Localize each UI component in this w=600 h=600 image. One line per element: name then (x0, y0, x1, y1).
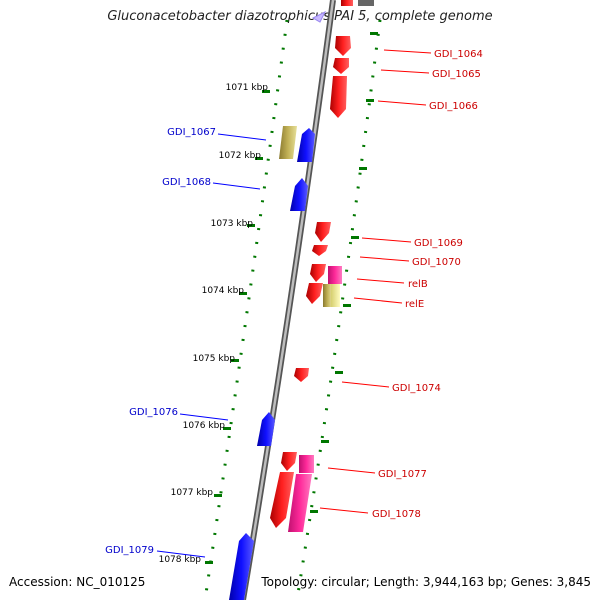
kbp-label: 1075 kbp (193, 354, 236, 364)
gene-label[interactable]: GDI_1064 (434, 49, 483, 60)
gene-box-rele-a[interactable] (323, 284, 332, 307)
outer-major-ticks (310, 32, 378, 513)
leader-lines-right (319, 49, 432, 514)
kbp-label: 1072 kbp (219, 151, 262, 161)
gene-box-gdi1078[interactable] (288, 474, 312, 532)
gene-label[interactable]: GDI_1079 (105, 545, 154, 556)
gene-arrow-rele-neighbor[interactable] (306, 283, 323, 304)
genome-title: Gluconacetobacter diazotrophicus PAI 5, … (107, 9, 493, 24)
gene-label[interactable]: relE (405, 299, 424, 310)
kbp-tick (231, 359, 239, 362)
gene-label[interactable]: GDI_1068 (162, 177, 211, 188)
gene-label[interactable]: GDI_1066 (429, 101, 478, 112)
gene-arrow-gdi1078-a[interactable] (270, 472, 294, 528)
gene-arrow-gdi1079[interactable] (229, 533, 254, 600)
gene-arrow-gdi1070[interactable] (312, 245, 328, 256)
gene-label[interactable]: GDI_1069 (414, 238, 463, 249)
gene-box-rele-b[interactable] (331, 284, 340, 307)
gene-arrow-gdi1069[interactable] (315, 222, 331, 242)
gene-box-relb[interactable] (328, 266, 342, 284)
kbp-tick (255, 157, 263, 160)
kbp-label: 1074 kbp (202, 286, 245, 296)
gene-arrow-gdi1068[interactable] (290, 178, 308, 211)
gene-labels-left: GDI_1067 GDI_1068 GDI_1076 GDI_1079 (105, 127, 216, 556)
gene-arrow-relb-neighbor[interactable] (310, 264, 326, 282)
gene-arrow-gdi1076[interactable] (257, 412, 275, 446)
gene-labels-right: GDI_1064 GDI_1065 GDI_1066 GDI_1069 GDI_… (372, 49, 483, 520)
gene-arrow-gdi1064[interactable] (335, 36, 351, 56)
gene-label[interactable]: GDI_1077 (378, 469, 427, 480)
kbp-label: 1076 kbp (183, 421, 226, 431)
gene-arrow-top[interactable] (341, 0, 353, 6)
genome-backbone (240, 0, 374, 600)
gene-label[interactable]: GDI_1065 (432, 69, 481, 80)
kbp-label: 1077 kbp (171, 488, 214, 498)
plus-strand-genes (270, 0, 353, 532)
gene-arrow-gdi1065[interactable] (333, 58, 349, 74)
accession-text: Accession: NC_010125 (9, 575, 146, 589)
gene-label[interactable]: GDI_1074 (392, 383, 441, 394)
kbp-major-ticks (205, 90, 270, 564)
gene-label[interactable]: GDI_1070 (412, 257, 461, 268)
kbp-tick (239, 292, 247, 295)
kbp-tick (214, 494, 222, 497)
kbp-tick (262, 90, 270, 93)
kbp-tick-labels: 1071 kbp 1072 kbp 1073 kbp 1074 kbp 1075… (159, 83, 269, 565)
gene-label[interactable]: GDI_1076 (129, 407, 178, 418)
minus-strand-genes (229, 126, 315, 600)
gene-arrow-gdi1066[interactable] (330, 76, 347, 118)
gene-arrow-gdi1067[interactable] (297, 128, 315, 162)
kbp-label: 1073 kbp (211, 219, 254, 229)
kbp-tick (205, 561, 213, 564)
leader-lines-left (156, 133, 267, 558)
kbp-label: 1071 kbp (226, 83, 269, 93)
gene-box-gdi1077[interactable] (299, 455, 314, 473)
genome-summary-text: Topology: circular; Length: 3,944,163 bp… (261, 575, 591, 589)
kbp-tick (223, 427, 231, 430)
gene-arrow-gdi1077[interactable] (281, 452, 297, 471)
gene-box-gdi1067-pseudo[interactable] (279, 126, 297, 159)
kbp-tick (247, 224, 255, 227)
kbp-label: 1078 kbp (159, 555, 202, 565)
gene-label[interactable]: GDI_1067 (167, 127, 216, 138)
gene-arrow-gdi1074[interactable] (294, 368, 309, 382)
gene-label[interactable]: relB (408, 279, 428, 290)
gene-label[interactable]: GDI_1078 (372, 509, 421, 520)
